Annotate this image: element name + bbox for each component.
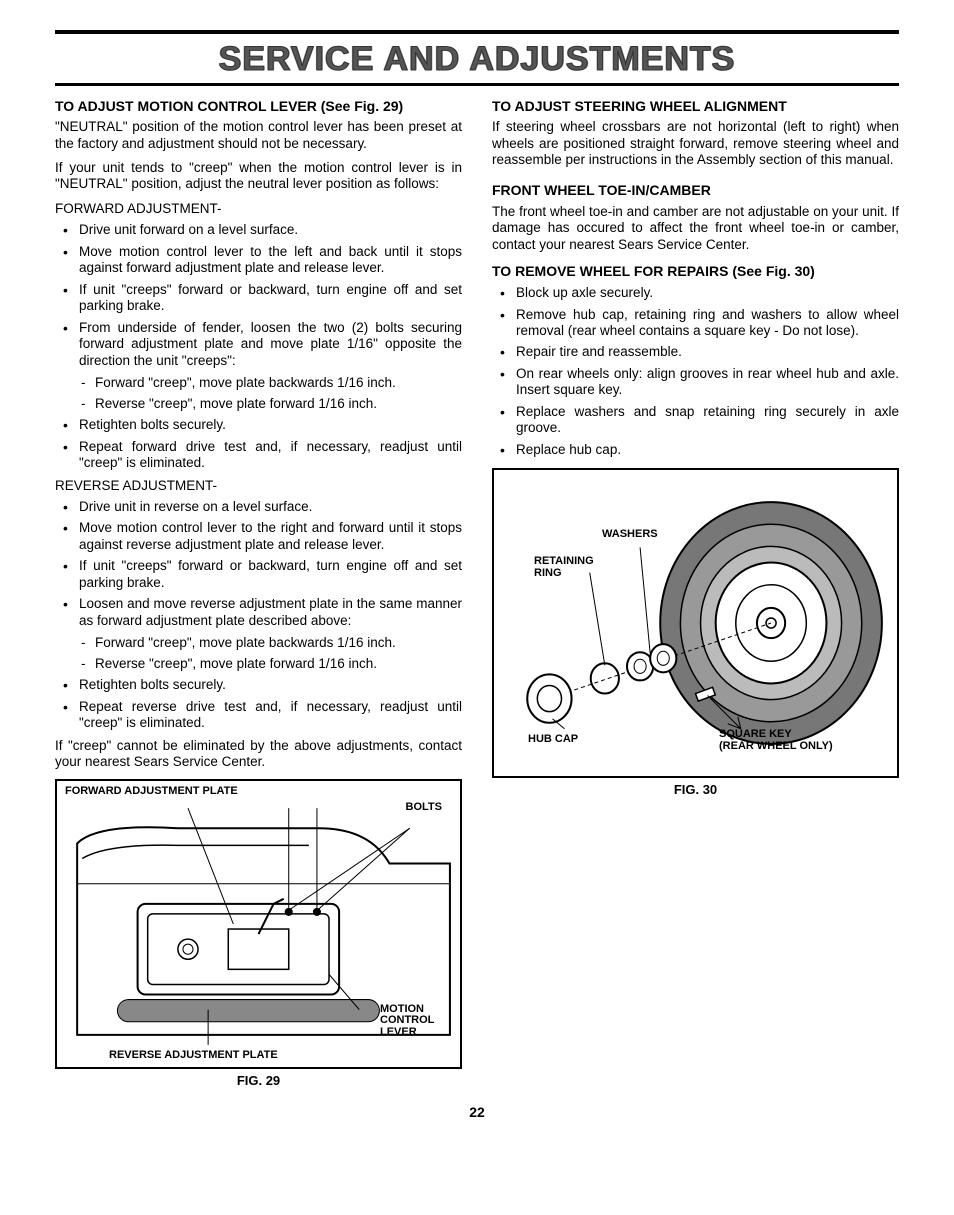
- title-rule: [55, 83, 899, 86]
- para-toe-camber: The front wheel toe-in and camber are no…: [492, 204, 899, 253]
- list-item: From underside of fender, loosen the two…: [55, 320, 462, 369]
- figure-30: WASHERS RETAINING RING HUB CAP SQUARE KE…: [492, 468, 899, 778]
- label-rev-plate: REVERSE ADJUSTMENT PLATE: [109, 1049, 278, 1062]
- label-bolts: BOLTS: [406, 801, 442, 814]
- list-item: Loosen and move reverse adjustment plate…: [55, 596, 462, 629]
- top-rule: [55, 30, 899, 34]
- list-forward-tail: Retighten bolts securely. Repeat forward…: [55, 417, 462, 471]
- sublist-reverse-creep: Forward "creep", move plate backwards 1/…: [55, 635, 462, 672]
- subhead-forward-adj: FORWARD ADJUSTMENT-: [55, 201, 462, 217]
- para-neutral-preset: "NEUTRAL" position of the motion control…: [55, 119, 462, 152]
- list-item: Reverse "creep", move plate forward 1/16…: [55, 656, 462, 672]
- list-item: Drive unit in reverse on a level surface…: [55, 499, 462, 515]
- heading-remove-wheel: TO REMOVE WHEEL FOR REPAIRS (See Fig. 30…: [492, 263, 899, 280]
- figure-29: FORWARD ADJUSTMENT PLATE BOLTS MOTION CO…: [55, 779, 462, 1069]
- para-creep-intro: If your unit tends to "creep" when the m…: [55, 160, 462, 193]
- list-item: Replace hub cap.: [492, 442, 899, 458]
- list-forward-adj: Drive unit forward on a level surface. M…: [55, 222, 462, 369]
- list-item: Reverse "creep", move plate forward 1/16…: [55, 396, 462, 412]
- list-item: Block up axle securely.: [492, 285, 899, 301]
- left-column: TO ADJUST MOTION CONTROL LEVER (See Fig.…: [55, 92, 462, 1096]
- list-remove-wheel: Block up axle securely. Remove hub cap, …: [492, 285, 899, 458]
- list-item: On rear wheels only: align grooves in re…: [492, 366, 899, 399]
- right-column: TO ADJUST STEERING WHEEL ALIGNMENT If st…: [492, 92, 899, 1096]
- list-item: If unit "creeps" forward or backward, tu…: [55, 558, 462, 591]
- list-item: If unit "creeps" forward or backward, tu…: [55, 282, 462, 315]
- list-item: Repeat reverse drive test and, if necess…: [55, 699, 462, 732]
- figure-30-svg: [494, 470, 897, 776]
- label-washers: WASHERS: [602, 528, 658, 541]
- list-item: Remove hub cap, retaining ring and washe…: [492, 307, 899, 340]
- sublist-forward-creep: Forward "creep", move plate backwards 1/…: [55, 375, 462, 412]
- page-number: 22: [55, 1104, 899, 1120]
- caption-fig-29: FIG. 29: [55, 1073, 462, 1089]
- list-item: Forward "creep", move plate backwards 1/…: [55, 635, 462, 651]
- list-reverse-tail: Retighten bolts securely. Repeat reverse…: [55, 677, 462, 731]
- label-square-key-line2: (REAR WHEEL ONLY): [719, 740, 833, 752]
- label-square-key-line1: SQUARE KEY: [719, 728, 792, 740]
- list-item: Replace washers and snap retaining ring …: [492, 404, 899, 437]
- label-hub-cap: HUB CAP: [528, 733, 578, 746]
- label-square-key: SQUARE KEY (REAR WHEEL ONLY): [719, 729, 833, 752]
- two-column-layout: TO ADJUST MOTION CONTROL LEVER (See Fig.…: [55, 92, 899, 1096]
- label-fwd-plate: FORWARD ADJUSTMENT PLATE: [65, 785, 238, 798]
- list-item: Move motion control lever to the left an…: [55, 244, 462, 277]
- list-item: Forward "creep", move plate backwards 1/…: [55, 375, 462, 391]
- label-retaining-ring: RETAINING RING: [534, 556, 604, 579]
- list-item: Drive unit forward on a level surface.: [55, 222, 462, 238]
- label-motion-lever: MOTION CONTROL LEVER: [380, 1004, 450, 1039]
- subhead-reverse-adj: REVERSE ADJUSTMENT-: [55, 478, 462, 494]
- para-contact-sears: If "creep" cannot be eliminated by the a…: [55, 738, 462, 771]
- caption-fig-30: FIG. 30: [492, 782, 899, 798]
- list-item: Repair tire and reassemble.: [492, 344, 899, 360]
- list-reverse-adj: Drive unit in reverse on a level surface…: [55, 499, 462, 629]
- list-item: Move motion control lever to the right a…: [55, 520, 462, 553]
- heading-motion-control: TO ADJUST MOTION CONTROL LEVER (See Fig.…: [55, 98, 462, 115]
- para-steering-align: If steering wheel crossbars are not hori…: [492, 119, 899, 168]
- heading-toe-camber: FRONT WHEEL TOE-IN/CAMBER: [492, 182, 899, 199]
- list-item: Retighten bolts securely.: [55, 417, 462, 433]
- list-item: Retighten bolts securely.: [55, 677, 462, 693]
- list-item: Repeat forward drive test and, if necess…: [55, 439, 462, 472]
- page-title: SERVICE AND ADJUSTMENTS: [55, 40, 899, 83]
- heading-steering-align: TO ADJUST STEERING WHEEL ALIGNMENT: [492, 98, 899, 115]
